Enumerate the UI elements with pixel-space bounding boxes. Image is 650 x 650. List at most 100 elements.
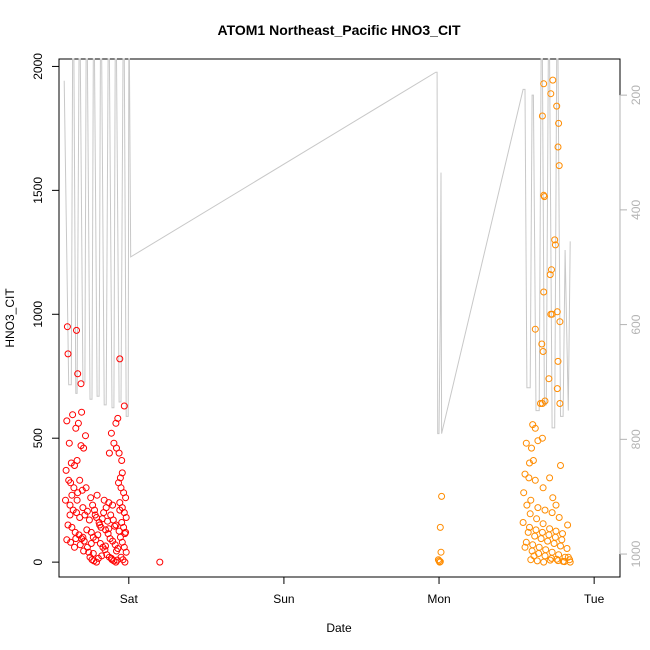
- data-point: [525, 474, 533, 482]
- data-point: [537, 535, 545, 543]
- data-point: [540, 80, 548, 88]
- data-point: [556, 400, 564, 407]
- data-point: [87, 540, 95, 547]
- data-point: [111, 522, 119, 530]
- data-point: [534, 504, 542, 512]
- data-point: [105, 449, 113, 457]
- data-point: [551, 236, 559, 244]
- data-point: [121, 530, 129, 538]
- data-point: [62, 466, 70, 474]
- data-point: [547, 90, 555, 98]
- data-point: [554, 143, 562, 151]
- data-point: [122, 548, 130, 556]
- data-point: [93, 491, 101, 499]
- data-point: [73, 326, 80, 334]
- data-point: [69, 411, 77, 419]
- data-point: [68, 523, 76, 531]
- data-point: [118, 457, 126, 464]
- right-axis: 200 400 600 800 1000: [619, 85, 643, 567]
- data-point: [538, 112, 546, 120]
- data-point: [526, 510, 534, 518]
- data-point: [529, 457, 537, 464]
- data-point: [522, 538, 530, 546]
- data-point: [115, 527, 123, 535]
- data-point: [438, 492, 446, 500]
- data-point: [539, 348, 547, 355]
- x-tick-label: Tue: [584, 592, 605, 606]
- series-2: [434, 76, 574, 566]
- data-point: [544, 537, 552, 545]
- data-point: [552, 501, 560, 509]
- right-tick-label: 600: [629, 314, 643, 334]
- data-point: [540, 558, 548, 566]
- data-point: [520, 489, 528, 497]
- data-point: [542, 546, 550, 554]
- data-point: [545, 531, 553, 539]
- data-point: [559, 530, 566, 538]
- data-point: [79, 504, 87, 512]
- data-point: [555, 119, 563, 127]
- data-point: [531, 325, 539, 333]
- data-point: [436, 558, 444, 566]
- data-point: [82, 432, 89, 440]
- data-point: [104, 517, 111, 525]
- series-1: [62, 323, 164, 566]
- right-tick-label: 400: [629, 200, 643, 220]
- data-point: [555, 514, 563, 521]
- data-point: [551, 241, 559, 249]
- data-point: [563, 545, 571, 552]
- data-point: [531, 424, 539, 432]
- data-point: [538, 528, 546, 536]
- data-point: [70, 484, 78, 492]
- x-axis: Sat Sun Mon Tue: [120, 576, 605, 606]
- data-point: [73, 496, 81, 504]
- data-point: [553, 102, 561, 110]
- data-point: [556, 318, 564, 326]
- data-point: [541, 552, 549, 560]
- data-point: [112, 521, 120, 529]
- data-point: [73, 457, 81, 464]
- data-point: [530, 552, 538, 560]
- data-point: [553, 555, 561, 563]
- data-point: [564, 521, 572, 529]
- data-point: [63, 323, 71, 331]
- data-point: [74, 370, 82, 378]
- y-axis: 0 500 1000 1500 2000: [31, 53, 60, 565]
- data-point: [76, 541, 84, 549]
- x-tick-label: Sat: [120, 592, 139, 606]
- data-point: [554, 357, 562, 365]
- data-point: [85, 548, 93, 556]
- y-axis-label: HNO3_CIT: [3, 288, 17, 348]
- data-point: [539, 484, 547, 492]
- data-point: [82, 484, 90, 492]
- data-point: [116, 355, 124, 363]
- y-tick-label: 1000: [31, 301, 45, 328]
- data-point: [72, 535, 80, 543]
- data-point: [533, 515, 541, 523]
- data-point: [531, 532, 539, 540]
- data-point: [519, 519, 527, 526]
- data-point: [113, 547, 120, 555]
- data-point: [522, 439, 530, 447]
- data-point: [548, 548, 556, 556]
- right-tick-label: 1000: [629, 540, 643, 567]
- data-point: [523, 501, 531, 509]
- data-point: [529, 541, 537, 549]
- plot-frame: [58, 58, 621, 578]
- data-point: [538, 340, 546, 348]
- data-point: [67, 538, 75, 546]
- data-point: [524, 528, 532, 536]
- data-point: [551, 533, 559, 541]
- data-point: [555, 162, 563, 170]
- data-point: [533, 557, 541, 565]
- data-point: [548, 310, 556, 318]
- data-point: [76, 476, 84, 484]
- y-tick-label: 1500: [31, 177, 45, 204]
- data-point: [122, 494, 130, 502]
- data-point: [548, 509, 556, 517]
- data-point: [121, 558, 129, 566]
- data-point: [539, 520, 547, 528]
- data-point: [83, 507, 91, 515]
- data-point: [122, 514, 130, 521]
